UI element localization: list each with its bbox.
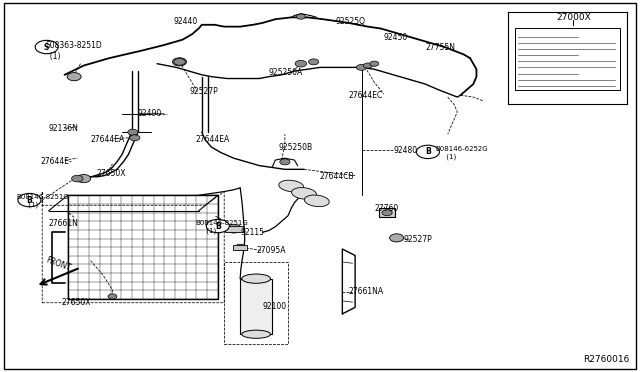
Ellipse shape: [242, 330, 271, 338]
Text: 27644EA: 27644EA: [90, 135, 124, 144]
Bar: [233, 245, 247, 250]
Circle shape: [173, 58, 186, 66]
Ellipse shape: [279, 180, 304, 192]
Bar: [379, 208, 395, 217]
Text: 92527P: 92527P: [403, 235, 432, 244]
Circle shape: [77, 174, 91, 183]
Text: 27644E-: 27644E-: [40, 157, 72, 166]
Text: B: B: [26, 196, 32, 205]
Text: 27755N: 27755N: [426, 42, 456, 51]
Text: 27000X: 27000X: [556, 13, 591, 22]
Text: B: B: [215, 221, 221, 231]
Circle shape: [295, 60, 307, 67]
Circle shape: [206, 219, 229, 233]
Text: 92100: 92100: [262, 302, 287, 311]
Text: 27661N: 27661N: [49, 219, 79, 228]
Ellipse shape: [242, 274, 271, 283]
Circle shape: [226, 224, 241, 233]
Text: FRONT: FRONT: [44, 256, 72, 273]
Circle shape: [308, 59, 319, 65]
Text: S08363-8251D
  (1): S08363-8251D (1): [45, 41, 102, 61]
Circle shape: [173, 58, 185, 65]
Text: B08146-8251G
     (1): B08146-8251G (1): [17, 194, 69, 208]
Circle shape: [35, 40, 58, 54]
Circle shape: [370, 61, 379, 66]
Text: 27650X: 27650X: [61, 298, 91, 307]
Text: 27650X: 27650X: [97, 169, 126, 177]
Bar: [225, 225, 243, 232]
Text: 92136N: 92136N: [49, 124, 79, 133]
Text: 92115: 92115: [240, 228, 264, 237]
Text: 27644EC: 27644EC: [349, 91, 383, 100]
Circle shape: [356, 64, 367, 70]
Circle shape: [296, 14, 305, 19]
Circle shape: [67, 73, 81, 81]
Text: B: B: [425, 147, 431, 156]
Circle shape: [280, 159, 290, 165]
Text: 27644CB: 27644CB: [320, 172, 355, 181]
Text: 925250A: 925250A: [269, 68, 303, 77]
Text: S: S: [44, 42, 49, 51]
Text: 925250B: 925250B: [278, 142, 312, 151]
Circle shape: [130, 135, 140, 141]
Circle shape: [417, 145, 440, 158]
Text: 92440: 92440: [173, 17, 197, 26]
Bar: [515, 29, 620, 90]
Bar: [240, 279, 272, 334]
Circle shape: [390, 234, 404, 242]
Text: B08146-8251G
     (1): B08146-8251G (1): [195, 220, 248, 234]
Circle shape: [235, 244, 245, 250]
Text: 27644EA: 27644EA: [195, 135, 230, 144]
Circle shape: [128, 129, 138, 135]
Text: 27760: 27760: [374, 204, 399, 213]
Circle shape: [108, 294, 117, 299]
Text: 92450: 92450: [384, 33, 408, 42]
Circle shape: [72, 175, 83, 182]
Text: 27095A: 27095A: [256, 246, 285, 255]
Circle shape: [382, 210, 392, 216]
Text: 92490: 92490: [138, 109, 163, 118]
Text: 92480: 92480: [394, 146, 417, 155]
Ellipse shape: [305, 195, 329, 206]
Text: B08146-6252G
     (1): B08146-6252G (1): [435, 146, 488, 160]
Ellipse shape: [292, 187, 316, 199]
Circle shape: [18, 193, 41, 207]
Circle shape: [364, 63, 372, 68]
Text: 27661NA: 27661NA: [349, 287, 384, 296]
Text: 92525Q: 92525Q: [336, 17, 366, 26]
Text: 92527P: 92527P: [189, 87, 218, 96]
Text: R2760016: R2760016: [583, 355, 630, 364]
